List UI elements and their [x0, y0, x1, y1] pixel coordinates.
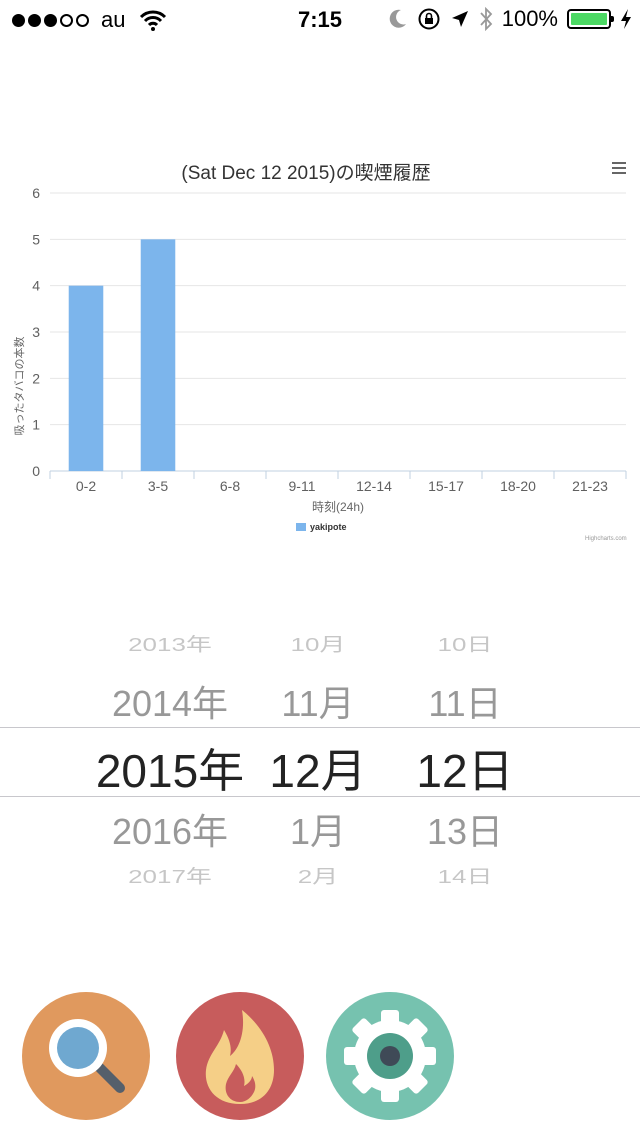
year-option[interactable]: 2016年: [111, 811, 229, 852]
month-selected[interactable]: 12月: [269, 745, 367, 797]
x-tick-label: 3-5: [148, 478, 168, 494]
month-column[interactable]: 10月 11月 12月 1月 2月: [258, 615, 378, 905]
legend-label: yakipote: [310, 522, 347, 532]
chart-credits[interactable]: Highcharts.com: [585, 536, 627, 542]
year-option[interactable]: 2017年: [128, 865, 212, 888]
signal-strength-icon: [12, 13, 89, 27]
carrier-info: au: [12, 7, 167, 33]
day-option[interactable]: 14日: [437, 865, 493, 888]
y-tick-label: 3: [32, 324, 40, 340]
y-tick-label: 1: [32, 417, 40, 433]
smoking-history-chart: 0 1 2 3 4 5 6 0-2 3-5 6-8 9-11 12-14 15-17 18-20 21-23…: [0, 150, 640, 550]
day-option[interactable]: 11日: [428, 683, 502, 724]
moon-icon: [389, 9, 406, 28]
smoke-button[interactable]: [176, 992, 304, 1120]
magnifier-icon: [22, 992, 150, 1120]
wifi-icon: [140, 10, 167, 31]
gear-icon: [326, 992, 454, 1120]
x-tick-label: 15-17: [428, 478, 464, 494]
bar: [68, 285, 104, 471]
carrier-name: au: [101, 7, 126, 32]
month-option[interactable]: 2月: [297, 865, 339, 888]
day-selected[interactable]: 12日: [416, 745, 514, 797]
bluetooth-icon: [480, 7, 492, 31]
hamburger-menu-icon[interactable]: [612, 162, 626, 174]
year-option[interactable]: 2013年: [128, 633, 212, 656]
day-option[interactable]: 10日: [437, 633, 493, 656]
month-option[interactable]: 1月: [289, 811, 347, 852]
search-button[interactable]: [22, 992, 150, 1120]
chart-plot-area: 0 1 2 3 4 5 6 0-2 3-5 6-8 9-11 12-14 15-17 18-20 21-23: [32, 185, 627, 494]
battery-percent: 100%: [501, 6, 558, 31]
x-tick-label: 18-20: [500, 478, 536, 494]
x-axis-label: 時刻(24h): [311, 500, 364, 514]
y-tick-label: 5: [32, 231, 40, 247]
picker-selection-top-line: [0, 727, 640, 728]
month-option[interactable]: 11月: [281, 683, 355, 724]
x-tick-label: 0-2: [76, 478, 96, 494]
y-tick-label: 0: [32, 463, 40, 479]
legend-swatch: [296, 523, 306, 531]
location-arrow-icon: [451, 11, 468, 27]
y-tick-label: 2: [32, 370, 40, 386]
day-option[interactable]: 13日: [426, 811, 504, 852]
day-column[interactable]: 10日 11日 12日 13日 14日: [405, 615, 525, 905]
charging-bolt-icon: [621, 9, 631, 29]
flame-icon: [176, 992, 304, 1120]
chart-title: (Sat Dec 12 2015)の喫煙履歴: [181, 163, 431, 184]
month-option[interactable]: 10月: [290, 633, 346, 656]
settings-button[interactable]: [326, 992, 454, 1120]
chart-legend-item[interactable]: yakipote: [296, 522, 347, 532]
year-column[interactable]: 2013年 2014年 2015年 2016年 2017年: [90, 615, 250, 905]
bar: [140, 239, 176, 471]
x-tick-label: 12-14: [356, 478, 392, 494]
y-axis-label: 吸ったタバコの本数: [14, 336, 26, 436]
year-selected[interactable]: 2015年: [95, 745, 245, 797]
date-picker[interactable]: 2013年 2014年 2015年 2016年 2017年 10月 11月 12…: [0, 615, 640, 905]
battery-icon: [567, 9, 614, 29]
y-tick-label: 6: [32, 185, 40, 201]
picker-selection-bottom-line: [0, 796, 640, 797]
x-tick-label: 9-11: [289, 478, 316, 494]
rotation-lock-icon: [418, 8, 440, 30]
year-option[interactable]: 2014年: [111, 683, 229, 724]
x-tick-label: 6-8: [220, 478, 240, 494]
status-bar: au 7:15 100%: [0, 0, 640, 40]
clock: 7:15: [297, 7, 343, 32]
x-tick-label: 21-23: [572, 478, 608, 494]
y-tick-label: 4: [32, 278, 40, 294]
